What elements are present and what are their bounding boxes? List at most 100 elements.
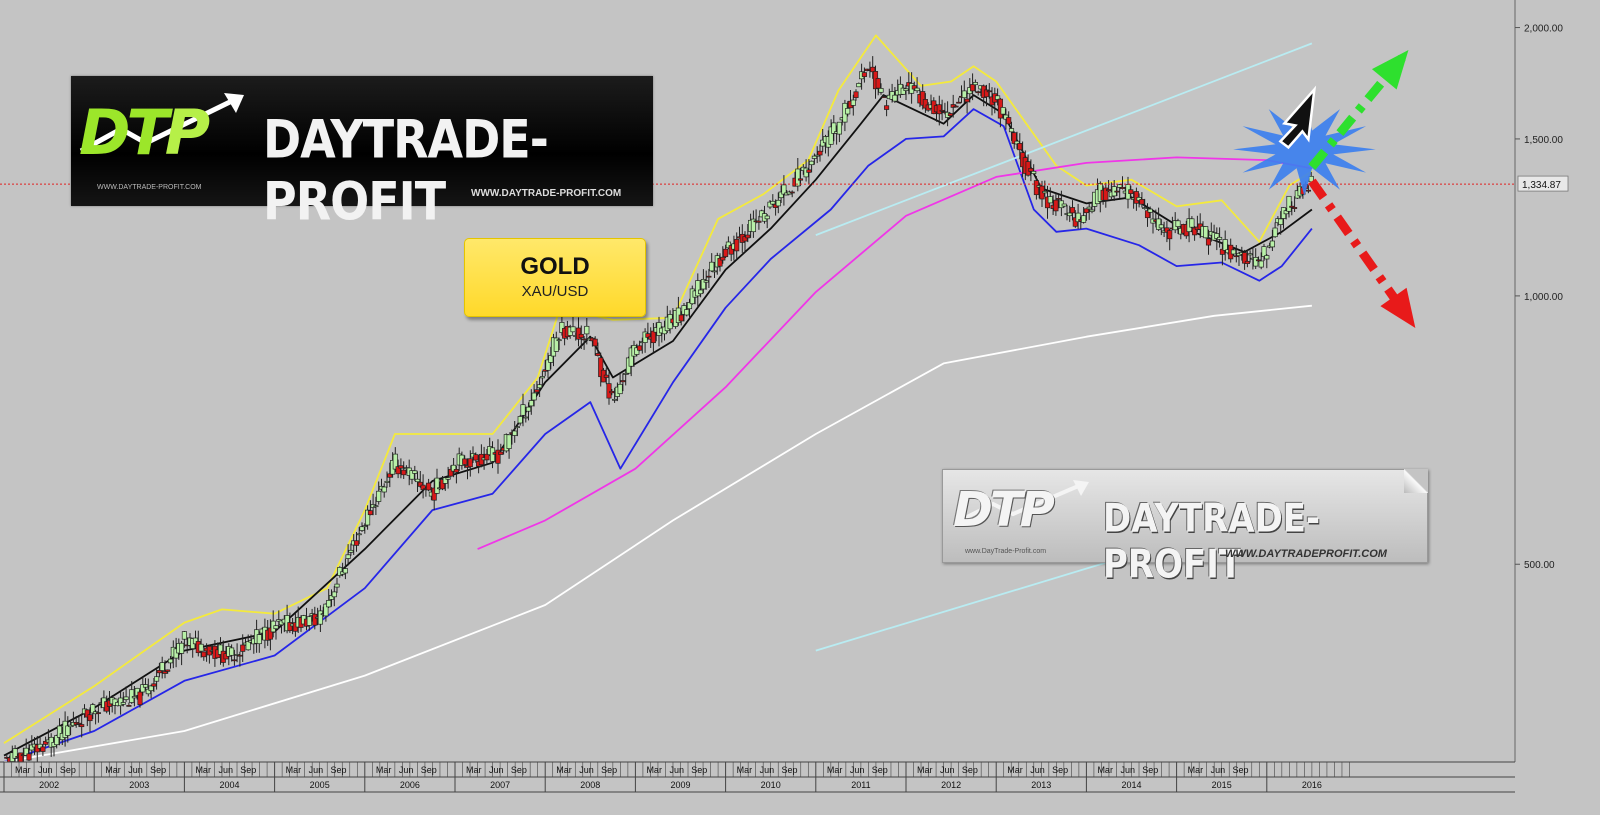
candle-body-down (87, 714, 93, 722)
candle-328 (911, 81, 917, 91)
candle-138 (384, 471, 390, 488)
candle-438 (1217, 227, 1223, 248)
candle-body-up (831, 122, 837, 134)
candle-body-up (814, 154, 820, 157)
candle-361 (1003, 108, 1009, 130)
candle-body-down (95, 712, 101, 714)
candle-body-up (1117, 184, 1123, 188)
candle-body-up (331, 591, 337, 598)
candle-body-up (1278, 218, 1284, 225)
candle-402 (1117, 184, 1123, 199)
candle-360 (1000, 107, 1006, 119)
x-month-label: Mar (1097, 765, 1113, 775)
candle-body-up (306, 616, 312, 626)
candle-370 (1028, 159, 1034, 182)
candle-body-down (861, 72, 867, 77)
candle-body-up (972, 82, 978, 86)
candle-256 (711, 262, 718, 278)
candle-body-up (764, 215, 770, 220)
candle-body-up (845, 108, 851, 115)
candle-44 (123, 686, 129, 702)
candle-body-up (173, 648, 179, 659)
candle-389 (1081, 207, 1087, 224)
candle-body-up (811, 155, 817, 159)
chart-subtitle: XAU/USD (521, 283, 589, 300)
candle-body-down (237, 654, 243, 657)
candle-body-up (623, 373, 629, 375)
candle-186 (517, 415, 523, 426)
candle-23 (65, 716, 71, 743)
candle-body-down (745, 234, 751, 239)
x-year-label: 2008 (580, 780, 600, 790)
candle-118 (328, 589, 335, 607)
candle-59 (165, 669, 171, 674)
candle-body-up (12, 748, 18, 759)
candle-72 (201, 651, 207, 661)
candle-259 (720, 246, 726, 264)
candle-body-up (1067, 212, 1073, 217)
logo-brand: DAYTRADE-PROFIT (263, 108, 549, 233)
candle-body-down (43, 740, 49, 745)
candle-350 (972, 79, 978, 93)
candle-body-down (387, 473, 393, 478)
candle-body-up (198, 643, 204, 652)
candle-147 (409, 470, 415, 485)
candle-159 (442, 477, 448, 491)
candle-body-down (79, 724, 85, 728)
candle-body-down (575, 327, 582, 340)
candle-88 (245, 634, 251, 651)
candle-body-down (462, 458, 468, 465)
candle-body-up (148, 685, 154, 692)
candle-131 (365, 505, 371, 530)
candle-body-down (645, 333, 651, 338)
candle-body-up (548, 355, 554, 363)
candle-82 (229, 644, 235, 662)
candle-220 (612, 387, 618, 403)
logo-mark-right: P (164, 96, 210, 169)
candle-body-down (1053, 199, 1059, 212)
candle-body-down (156, 670, 162, 674)
candle-306 (850, 94, 856, 116)
candle-462 (1283, 208, 1289, 220)
x-month-label: Sep (150, 765, 166, 775)
candle-body-down (956, 101, 962, 104)
candle-149 (414, 471, 421, 492)
x-month-label: Mar (917, 765, 933, 775)
candle-413 (1147, 206, 1153, 219)
x-year-label: 2013 (1031, 780, 1051, 790)
starburst-icon (1233, 102, 1376, 196)
candle-body-up (809, 160, 815, 166)
candle-body-up (90, 704, 96, 714)
candle-137 (381, 483, 387, 498)
candle-body-up (365, 509, 371, 526)
candle-28 (79, 713, 85, 738)
candle-196 (545, 352, 551, 378)
candle-body-up (412, 470, 418, 474)
candle-body-down (467, 458, 473, 468)
candle-body-down (723, 248, 729, 258)
candle-155 (431, 478, 437, 511)
current-price-badge (1517, 175, 1569, 192)
x-year-label: 2003 (129, 780, 149, 790)
x-month-label: Sep (421, 765, 437, 775)
x-month-label: Sep (1142, 765, 1158, 775)
candle-64 (179, 641, 185, 666)
candle-body-up (612, 398, 618, 401)
y-axis-background (1515, 0, 1600, 762)
candle-362 (1006, 111, 1012, 125)
candle-433 (1203, 226, 1209, 239)
candle-body-down (267, 627, 273, 640)
candle-291 (809, 160, 815, 173)
candle-116 (323, 603, 329, 622)
candle-body-up (1042, 191, 1048, 194)
candle-body-down (240, 644, 246, 652)
candle-363 (1008, 121, 1015, 141)
candle-310 (861, 67, 867, 83)
candle-15 (43, 736, 49, 747)
candle-body-up (795, 168, 801, 187)
candle-body-up (159, 662, 165, 671)
candle-4 (12, 745, 18, 764)
x-month-label: Sep (240, 765, 256, 775)
candle-98 (273, 625, 279, 640)
candle-body-up (1047, 196, 1053, 204)
